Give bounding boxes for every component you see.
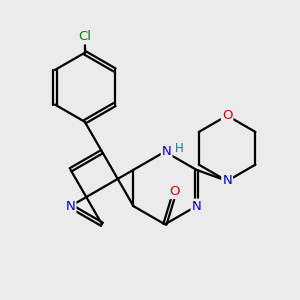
Text: N: N bbox=[66, 200, 75, 213]
Text: O: O bbox=[169, 185, 180, 198]
Text: N: N bbox=[222, 175, 232, 188]
Text: N: N bbox=[191, 200, 201, 213]
Text: N: N bbox=[162, 145, 172, 158]
Text: Cl: Cl bbox=[78, 30, 91, 44]
Text: H: H bbox=[174, 142, 183, 155]
Text: O: O bbox=[222, 109, 232, 122]
